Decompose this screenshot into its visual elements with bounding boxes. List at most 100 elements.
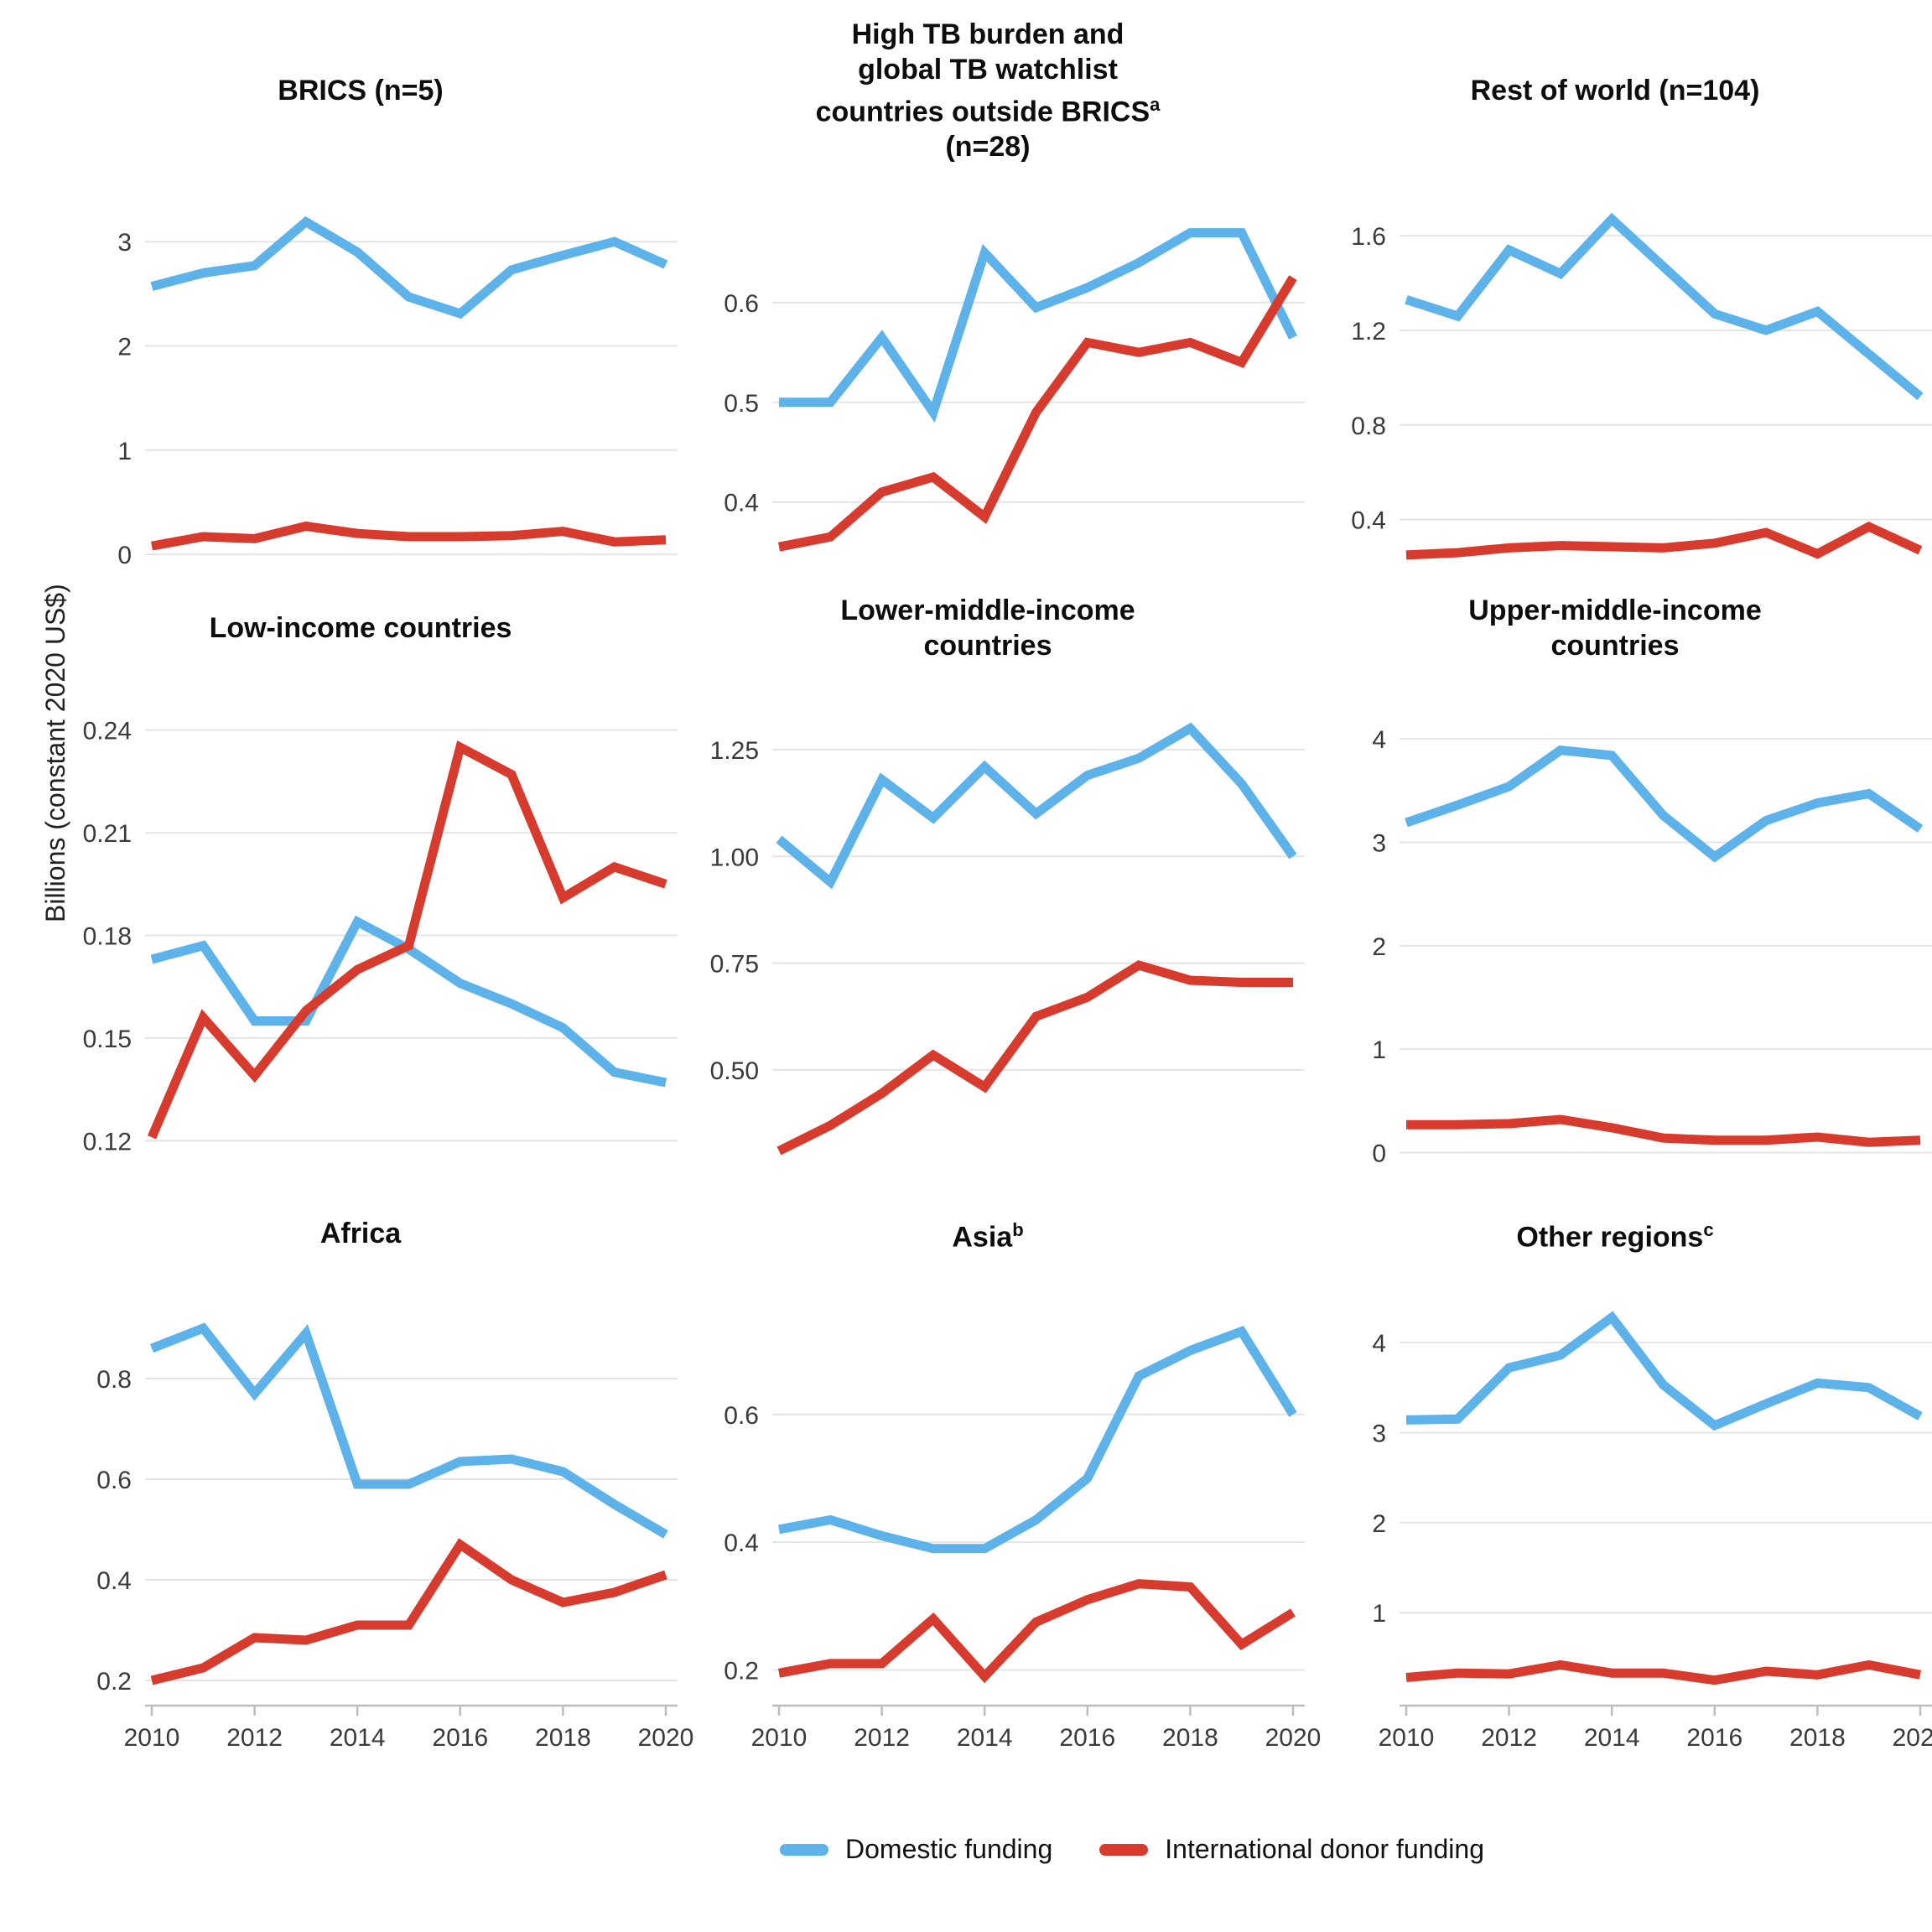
y-tick-label: 0.4 — [96, 1567, 132, 1595]
y-tick-label: 0.4 — [724, 1530, 759, 1557]
x-tick-label: 2012 — [1481, 1724, 1537, 1752]
y-tick-label: 0.2 — [724, 1658, 759, 1685]
chart-canvas-high-tb-watchlist: 0.4 0.5 0.6 — [724, 228, 1305, 552]
x-tick-label: 2012 — [226, 1724, 283, 1752]
y-tick-label: 0.24 — [83, 718, 132, 745]
domestic-funding-line — [1405, 1311, 1923, 1431]
gridlines — [772, 1413, 1305, 1671]
chart-title-line: global TB watchlist — [858, 53, 1118, 86]
chart-canvas-other-regions: 1 2 3 4 2010 2012 2014 2016 2018 2020 — [1372, 1311, 1932, 1752]
y-tick-label: 1.2 — [1351, 318, 1386, 345]
y-tick-label: 0.21 — [83, 820, 132, 848]
y-tick-label: 0.8 — [96, 1366, 132, 1394]
chart-title-line: countries — [923, 630, 1052, 662]
chart-panel-asia: Asiab 0.2 0.4 0.6 2010 2012 2014 2016 2018 2020 — [674, 1195, 1321, 1782]
y-tick-label: 0 — [1372, 1140, 1386, 1168]
legend-label-donor: International donor funding — [1165, 1834, 1484, 1864]
chart-title-low-income: Low-income countries — [47, 579, 674, 678]
x-tick-label: 2018 — [535, 1724, 591, 1752]
chart-title-asia: Asiab — [674, 1195, 1301, 1272]
chart-title-line: countries outside BRICSa — [815, 93, 1161, 128]
donor-funding-line — [147, 740, 667, 1140]
x-tick-label: 2018 — [1789, 1724, 1846, 1752]
x-tick-label: 2012 — [854, 1724, 910, 1752]
x-tick-label: 2020 — [1265, 1724, 1322, 1752]
y-tick-label: 0.15 — [83, 1026, 132, 1053]
donor-funding-line — [776, 960, 1293, 1156]
chart-panel-rest-of-world: Rest of world (n=104) 0.4 0.8 1.2 1.6 — [1301, 0, 1932, 579]
chart-canvas-upper-middle-income: 0 1 2 3 4 — [1372, 726, 1932, 1168]
donor-funding-line — [1405, 1659, 1922, 1685]
y-tick-label: 2 — [117, 333, 132, 361]
chart-title-line: Other regionsc — [1516, 1218, 1714, 1254]
chart-panel-high-tb-watchlist: High TB burden and global TB watchlist cou… — [674, 0, 1305, 579]
y-tick-label: 1 — [1372, 1600, 1386, 1628]
chart-title-line: Low-income countries — [209, 612, 512, 644]
donor-line-swatch — [1099, 1843, 1149, 1856]
chart-canvas-brics: 0 1 2 3 — [117, 216, 678, 569]
y-tick-label: 1.6 — [1351, 223, 1386, 251]
domestic-line-swatch — [780, 1843, 829, 1856]
y-tick-label: 3 — [1372, 830, 1386, 858]
chart-panel-africa: Africa 0.2 0.4 0.6 0.8 2010 2012 2014 2016 2018 20… — [47, 1195, 693, 1782]
domestic-funding-line — [776, 722, 1297, 890]
y-tick-label: 0.4 — [1351, 507, 1386, 535]
y-tick-label: 0 — [117, 542, 132, 569]
y-tick-label: 0.6 — [724, 290, 759, 318]
x-tick-label: 2010 — [751, 1724, 808, 1752]
y-tick-label: 2 — [1372, 1510, 1386, 1538]
x-tick-label: 2020 — [1893, 1724, 1932, 1752]
chart-title-line: High TB burden and — [851, 18, 1124, 50]
x-tick-label: 2010 — [1379, 1724, 1435, 1752]
donor-funding-line — [150, 1538, 667, 1685]
chart-title-africa: Africa — [47, 1195, 674, 1272]
donor-funding-line — [777, 1579, 1296, 1684]
chart-title-high-tb-watchlist: High TB burden and global TB watchlist cou… — [674, 7, 1301, 174]
gridlines — [1400, 738, 1932, 1154]
legend-label-domestic: Domestic funding — [845, 1834, 1053, 1864]
y-tick-label: 1 — [1372, 1036, 1386, 1064]
y-tick-label: 0.4 — [724, 490, 759, 517]
domestic-funding-line — [150, 216, 668, 319]
y-tick-label: 0.18 — [83, 923, 132, 951]
x-tick-label: 2016 — [1686, 1724, 1742, 1752]
legend-item-domestic: Domestic funding — [780, 1834, 1052, 1865]
y-tick-label: 0.12 — [83, 1128, 132, 1156]
domestic-funding-line — [1405, 745, 1924, 863]
chart-title-line: Africa — [319, 1218, 402, 1249]
tb-funding-figure: Billions (constant 2020 US$) BRICS (n=5)… — [40, 0, 1932, 1932]
chart-title-other-regions: Other regionsc — [1301, 1195, 1929, 1272]
donor-funding-line — [1405, 521, 1923, 560]
chart-title-brics: BRICS (n=5) — [47, 7, 674, 174]
chart-title-line: Rest of world (n=104) — [1470, 75, 1760, 106]
y-tick-label: 0.6 — [96, 1467, 132, 1494]
gridlines — [1400, 235, 1932, 521]
y-tick-label: 0.5 — [724, 390, 759, 418]
y-tick-label: 1.25 — [710, 737, 759, 765]
x-tick-label: 2018 — [1162, 1724, 1218, 1752]
gridlines — [145, 241, 678, 556]
gridlines — [772, 749, 1305, 1071]
donor-funding-line — [151, 521, 667, 551]
chart-title-line: (n=28) — [945, 131, 1031, 164]
gridlines — [1400, 1342, 1932, 1614]
gridlines — [145, 1378, 678, 1681]
donor-funding-line — [777, 275, 1297, 552]
y-tick-label: 0.8 — [1351, 413, 1386, 440]
chart-canvas-africa: 0.2 0.4 0.6 0.8 2010 2012 2014 2016 2018 2020 — [96, 1322, 693, 1752]
y-tick-label: 1 — [117, 438, 132, 465]
chart-title-line: Upper-middle-income — [1468, 595, 1762, 626]
chart-title-rest-of-world: Rest of world (n=104) — [1301, 7, 1929, 174]
chart-panel-other-regions: Other regionsc 1 2 3 4 2010 2012 2014 2016 2018 20… — [1301, 1195, 1932, 1782]
y-tick-label: 2 — [1372, 933, 1386, 961]
domestic-funding-line — [777, 1325, 1297, 1554]
chart-title-line: Asiab — [952, 1218, 1024, 1254]
chart-canvas-rest-of-world: 0.4 0.8 1.2 1.6 — [1351, 212, 1932, 560]
chart-panel-lower-middle-income: Lower-middle-income countries 0.50 0.75 1.00… — [674, 579, 1305, 1195]
chart-panel-upper-middle-income: Upper-middle-income countries 0 1 2 3 4 — [1301, 579, 1932, 1195]
chart-panel-brics: BRICS (n=5) 0 1 2 3 — [47, 0, 678, 579]
y-tick-label: 4 — [1372, 1330, 1386, 1358]
domestic-funding-line — [149, 1322, 668, 1539]
x-tick-label: 2016 — [432, 1724, 488, 1752]
x-tick-label: 2014 — [330, 1724, 386, 1752]
